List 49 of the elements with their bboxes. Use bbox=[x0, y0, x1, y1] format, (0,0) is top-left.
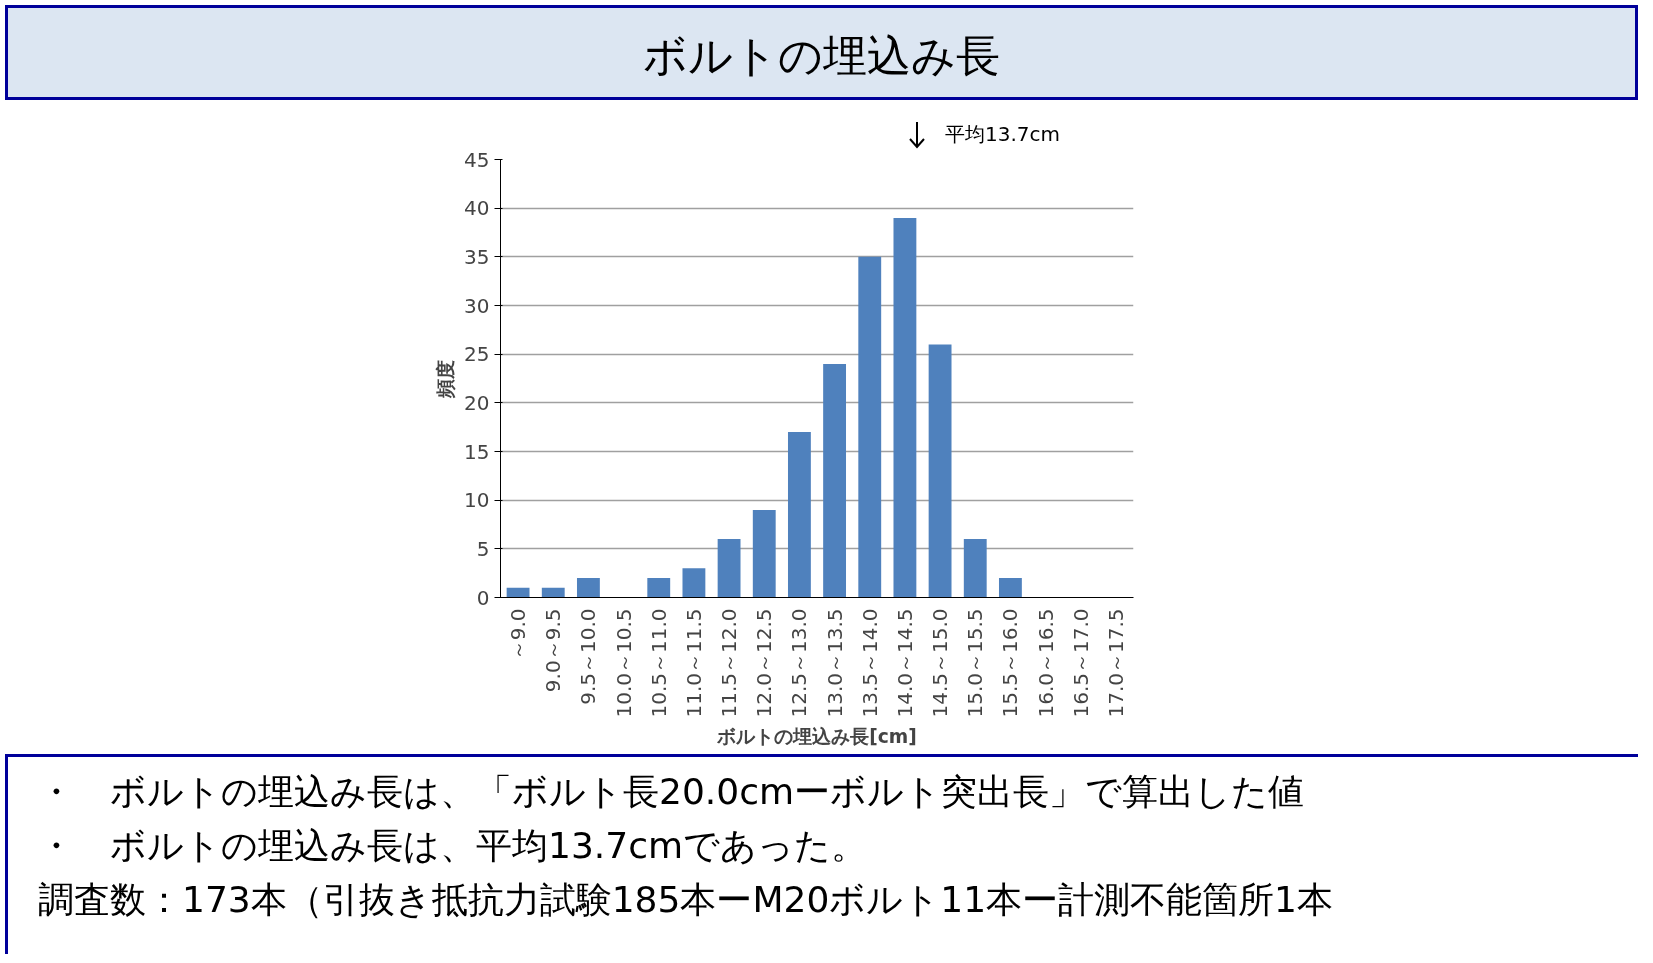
x-tick-label: 16.0～16.5 bbox=[1033, 608, 1058, 718]
x-tick-label: 12.5～13.0 bbox=[787, 608, 812, 718]
x-axis-title: ボルトの埋込み長[cm] bbox=[716, 725, 917, 747]
bar bbox=[823, 363, 847, 598]
x-tick-label: 11.0～11.5 bbox=[681, 608, 706, 718]
text: 平均13.7cm bbox=[945, 122, 1061, 146]
x-tick-label: 11.5～12.0 bbox=[717, 608, 742, 718]
x-tick-label: ～9.0 bbox=[506, 608, 531, 661]
bar bbox=[506, 587, 530, 598]
x-tick-label: 14.5～15.0 bbox=[928, 608, 953, 718]
y-tick-label: 15 bbox=[464, 439, 490, 464]
text: ・ ボルトの埋込み長は、平均13.7cmであった。 bbox=[38, 825, 868, 866]
bar bbox=[893, 217, 917, 598]
y-tick-label: 30 bbox=[464, 293, 490, 318]
y-tick-label: 20 bbox=[464, 390, 490, 415]
y-tick-label: 45 bbox=[464, 147, 490, 172]
bar bbox=[541, 587, 565, 598]
y-tick-label: 35 bbox=[464, 244, 490, 269]
x-tick-label: 10.5～11.0 bbox=[646, 608, 671, 718]
x-tick-label: 13.0～13.5 bbox=[822, 608, 847, 718]
x-tick-label: 9.0～9.5 bbox=[541, 608, 566, 693]
y-tick-label: 40 bbox=[464, 196, 490, 221]
y-tick-label: 10 bbox=[464, 488, 490, 513]
y-tick-label: 0 bbox=[476, 585, 490, 610]
x-tick-label: 15.5～16.0 bbox=[998, 608, 1023, 718]
text: 調査数：173本（引抜き抵抗力試験185本ーM20ボルト11本ー計測不能箇所1本 bbox=[38, 879, 1334, 920]
x-tick-label: 15.0～15.5 bbox=[963, 608, 988, 718]
bar bbox=[963, 539, 987, 598]
y-axis-title: 頻度 bbox=[435, 359, 457, 399]
x-tick-label: 17.0～17.5 bbox=[1103, 608, 1128, 718]
bar bbox=[682, 568, 706, 598]
x-tick-label: 10.0～10.5 bbox=[611, 608, 636, 718]
bar bbox=[928, 344, 952, 598]
x-tick-label: 12.0～12.5 bbox=[752, 608, 777, 718]
bar bbox=[576, 578, 600, 598]
x-tick-label: 14.0～14.5 bbox=[892, 608, 917, 718]
x-tick-label: 13.5～14.0 bbox=[857, 608, 882, 718]
x-tick-label: 9.5～10.0 bbox=[576, 608, 601, 705]
chart-title: ボルトの埋込み長 bbox=[643, 29, 1000, 83]
bar bbox=[858, 256, 882, 598]
y-tick-label: 5 bbox=[476, 536, 490, 561]
bar bbox=[787, 432, 811, 598]
bar bbox=[647, 578, 671, 598]
y-tick-label: 25 bbox=[464, 342, 490, 367]
text: ・ ボルトの埋込み長は、「ボルト長20.0cmーボルト突出長」で算出した値 bbox=[38, 771, 1305, 812]
x-tick-label: 16.5～17.0 bbox=[1068, 608, 1093, 718]
bar bbox=[717, 539, 741, 598]
bar bbox=[752, 509, 776, 598]
bar bbox=[998, 578, 1022, 598]
